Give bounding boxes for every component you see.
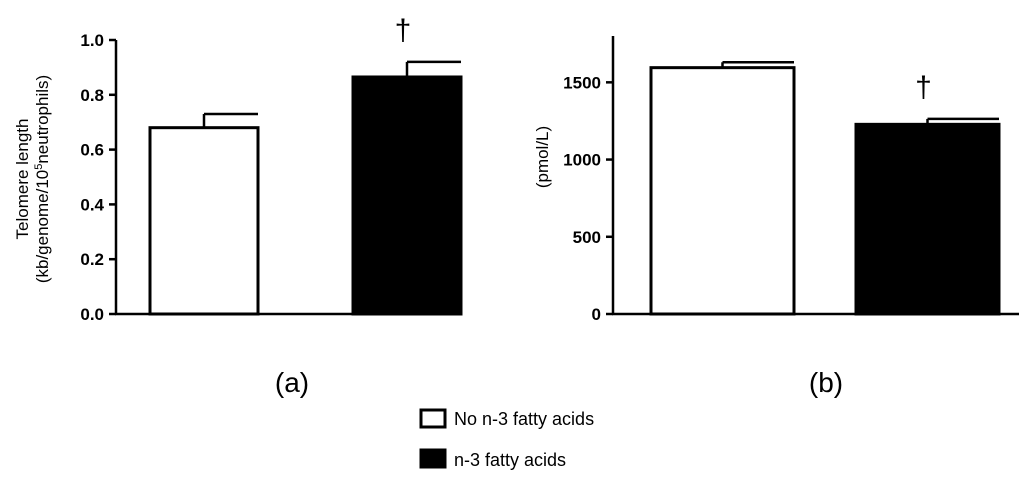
y-tick-label: 0.6 [80, 141, 104, 160]
bar [148, 126, 260, 316]
y-axis-title: (pmol/L) [533, 126, 552, 188]
bar [649, 66, 796, 316]
legend-swatch-no-n3 [419, 408, 447, 429]
legend: No n-3 fatty acids n-3 fatty acids [419, 408, 594, 470]
significance-marker: † [395, 14, 412, 47]
bar [351, 75, 463, 316]
bar [854, 122, 1001, 316]
y-tick-label: 0.0 [80, 305, 104, 324]
y-tick-label: 500 [573, 228, 601, 247]
y-tick-label: 1.0 [80, 31, 104, 50]
legend-label-no-n3: No n-3 fatty acids [454, 409, 594, 429]
panel-a: 0.0 0.2 0.4 0.6 0.8 1.0 † Telomere length (kb/ge… [13, 14, 463, 324]
legend-label-n3: n-3 fatty acids [454, 450, 566, 470]
panel-a-label: (a) [275, 367, 309, 398]
y-axis-title-line2: (kb/genome/105neutrophils) [33, 75, 52, 283]
y-tick-label: 0 [592, 305, 601, 324]
y-tick-label: 0.8 [80, 86, 104, 105]
y-axis-title-line1: Telomere length [13, 119, 32, 240]
legend-swatch-n3 [419, 448, 447, 469]
y-tick-label: 0.2 [80, 250, 104, 269]
y-tick-label: 0.4 [80, 195, 104, 214]
significance-marker: † [915, 71, 932, 104]
y-tick-label: 1500 [563, 73, 601, 92]
panel-b-label: (b) [809, 367, 843, 398]
panel-b: 0 500 1000 1500 † (pmol/L) [533, 36, 1019, 324]
y-tick-label: 1000 [563, 151, 601, 170]
